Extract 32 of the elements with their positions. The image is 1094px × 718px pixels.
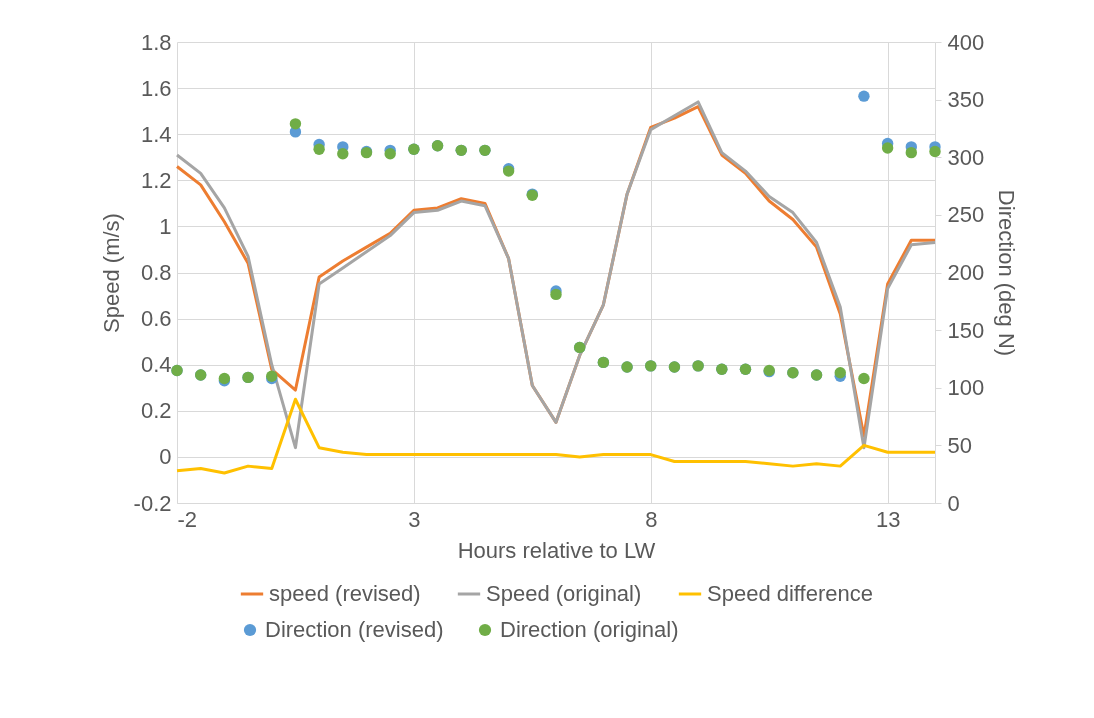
y2-tick-label: 150 [947, 317, 985, 343]
legend-label: Speed (original) [486, 581, 642, 606]
x-tick-label: 3 [408, 506, 421, 532]
legend-label: Speed difference [707, 581, 873, 606]
legend-label: Direction (revised) [265, 617, 444, 642]
y-tick-label: 1.4 [140, 121, 172, 147]
y-tick-label: 1.2 [140, 167, 172, 193]
y2-tick-label: 350 [947, 87, 985, 113]
y2-tick-label: 400 [947, 29, 985, 55]
y-tick-label: 0.6 [140, 306, 172, 332]
y-axis-title: Speed (m/s) [98, 213, 124, 333]
y-tick-label: 0.8 [140, 260, 172, 285]
y2-tick-label: 300 [947, 144, 985, 170]
legend-label: Direction (original) [500, 617, 679, 642]
y-tick-label: 0.2 [140, 398, 172, 424]
y2-tick-label: 200 [947, 260, 985, 285]
x-axis-title: Hours relative to LW [457, 537, 656, 563]
y2-axis-title: Direction (deg N) [994, 189, 1020, 357]
y2-tick-label: 250 [947, 202, 985, 228]
y2-tick-label: 50 [947, 432, 972, 458]
y-tick-label: -0.2 [133, 490, 172, 516]
legend-label: speed (revised) [269, 581, 421, 606]
y-tick-label: 1.6 [140, 75, 172, 101]
y-tick-label: 1.8 [140, 29, 172, 55]
x-tick-label: 13 [875, 506, 901, 532]
x-tick-label: -2 [177, 506, 198, 532]
y-tick-label: 0.4 [140, 352, 172, 378]
y-tick-label: 0 [159, 444, 172, 470]
x-tick-label: 8 [645, 506, 658, 532]
y-tick-label: 1 [159, 213, 172, 239]
y2-tick-label: 0 [947, 490, 960, 516]
y2-tick-label: 100 [947, 375, 985, 401]
